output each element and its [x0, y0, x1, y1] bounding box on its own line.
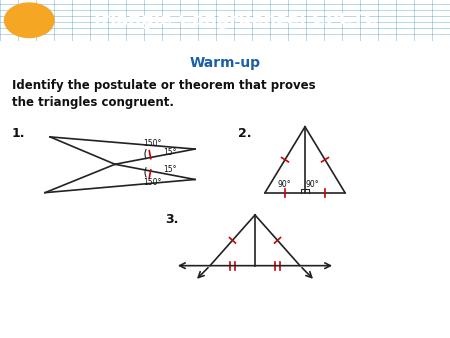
Text: 90°: 90° [305, 179, 319, 189]
Text: 2.: 2. [238, 127, 252, 140]
Text: Copyright © by Holt Mc Dougal. All Rights Reserved.: Copyright © by Holt Mc Dougal. All Right… [275, 323, 441, 329]
Text: Triangle Congruence: CPCTC: Triangle Congruence: CPCTC [91, 11, 377, 29]
Text: 15°: 15° [163, 165, 176, 174]
Text: 150°: 150° [143, 139, 162, 148]
Text: 90°: 90° [278, 179, 292, 189]
Text: 150°: 150° [143, 177, 162, 187]
Text: Holt McDougal Geometry: Holt McDougal Geometry [9, 322, 118, 331]
Text: Identify the postulate or theorem that proves
the triangles congruent.: Identify the postulate or theorem that p… [12, 79, 315, 109]
Text: 15°: 15° [163, 148, 176, 157]
Ellipse shape [4, 3, 54, 38]
Text: Warm-up: Warm-up [189, 56, 261, 70]
Text: 3.: 3. [165, 213, 178, 226]
Text: 1.: 1. [12, 127, 26, 140]
